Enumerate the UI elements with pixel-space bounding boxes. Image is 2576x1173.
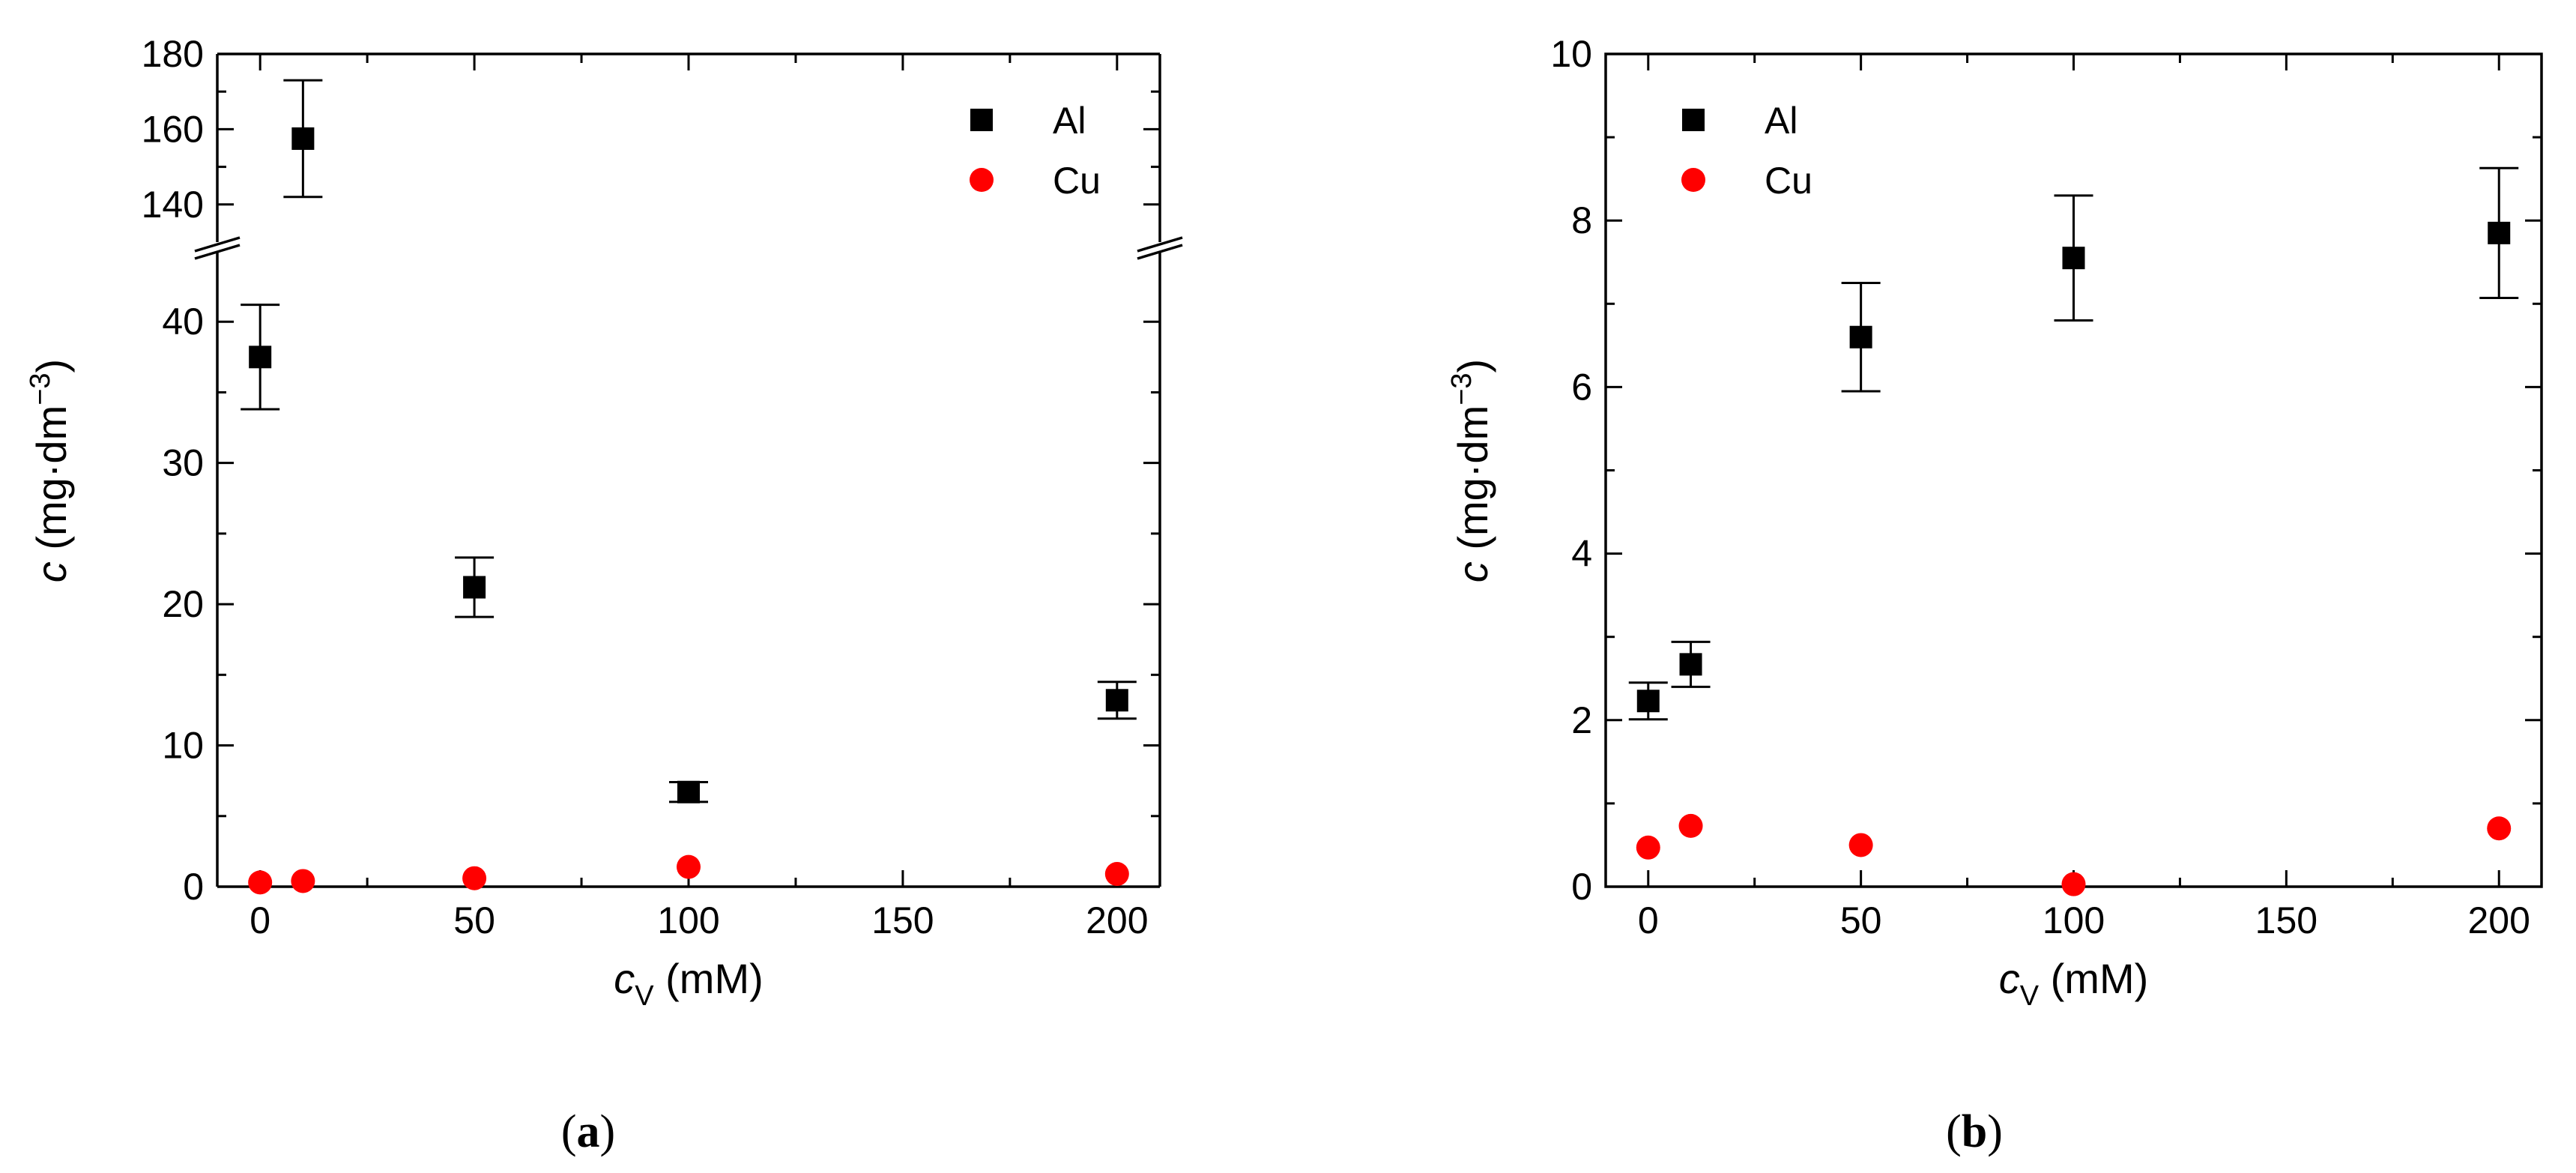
x-tick-label: 0	[1638, 899, 1659, 941]
y-tick-label: 180	[142, 33, 204, 75]
x-tick-label: 200	[2468, 899, 2530, 941]
legend-label-al: Al	[1053, 100, 1086, 142]
y-tick-label: 160	[142, 108, 204, 150]
y-tick-label: 10	[1550, 33, 1592, 75]
data-point-cu	[2061, 872, 2086, 896]
legend-label-al: Al	[1765, 100, 1798, 142]
data-point-al	[463, 576, 486, 599]
panel-label-close: )	[600, 1106, 616, 1157]
data-point-cu	[1678, 813, 1703, 838]
data-point-al	[1679, 653, 1702, 676]
x-axis-title-unit: (mM)	[2039, 955, 2148, 1002]
x-axis-title: cV (mM)	[1999, 955, 2149, 1012]
data-point-cu	[462, 866, 487, 890]
x-tick-label: 150	[2255, 899, 2318, 941]
data-point-al	[291, 127, 315, 150]
data-point-cu	[248, 870, 273, 895]
y-tick-label: 10	[162, 725, 204, 767]
x-axis-title-subscript: V	[2020, 980, 2040, 1012]
data-point-al	[1849, 325, 1872, 349]
panel-label-open: (	[561, 1106, 577, 1157]
y-tick-label: 140	[142, 184, 204, 226]
x-tick-label: 50	[1840, 899, 1882, 941]
data-point-al	[2062, 247, 2085, 270]
legend-label-cu: Cu	[1765, 160, 1812, 202]
data-point-cu	[1636, 835, 1660, 860]
legend-marker-al	[1682, 109, 1705, 131]
x-axis-title-symbol: c	[1999, 955, 2020, 1002]
y-tick-label: 6	[1571, 366, 1592, 408]
legend-label-cu: Cu	[1053, 160, 1101, 202]
y-axis-title: c (mg·dm−3)	[25, 359, 75, 582]
y-axis-title-unit-close: )	[1449, 359, 1496, 373]
data-point-al	[2488, 221, 2511, 244]
data-point-al	[1636, 690, 1660, 713]
series-al	[1628, 166, 2519, 721]
y-tick-label: 30	[162, 442, 204, 484]
plot-frame	[1604, 52, 2543, 888]
y-tick-label: 4	[1571, 533, 1592, 575]
data-point-cu	[1848, 833, 1873, 857]
legend: Al Cu	[1681, 100, 1812, 202]
y-tick-label: 40	[162, 301, 204, 343]
series-cu	[1636, 813, 2512, 896]
x-axis-title-subscript: V	[635, 980, 654, 1012]
x-tick-label: 50	[453, 899, 495, 941]
y-axis-title-symbol: c	[28, 561, 75, 582]
legend-marker-al	[970, 109, 993, 131]
y-axis-title-unit: (mg·dm	[28, 405, 75, 561]
x-tick-label: 150	[871, 899, 934, 941]
panel-label-letter: b	[1962, 1106, 1987, 1157]
y-tick-label: 0	[1571, 866, 1592, 908]
axis-break-mark-right	[1137, 244, 1183, 260]
panel-label-close: )	[1987, 1106, 2003, 1157]
panel-label-open: (	[1946, 1106, 1962, 1157]
panel-label: (a)	[561, 1106, 615, 1157]
y-tick-label: 2	[1571, 699, 1592, 741]
x-axis-title: cV (mM)	[614, 955, 764, 1012]
data-point-al	[249, 346, 272, 369]
legend: Al Cu	[970, 100, 1101, 202]
y-axis-title-superscript: −3	[1446, 373, 1478, 405]
data-point-cu	[291, 869, 315, 893]
panel-label: (b)	[1946, 1106, 2003, 1157]
y-axis-title-symbol: c	[1449, 561, 1496, 582]
series-cu	[248, 854, 1129, 895]
y-tick-label: 20	[162, 583, 204, 625]
data-point-cu	[1104, 862, 1129, 887]
axis-break-mark-right	[1137, 236, 1183, 253]
data-point-cu	[2487, 816, 2512, 841]
legend-marker-cu	[1681, 168, 1705, 192]
y-axis-title: c (mg·dm−3)	[1446, 359, 1496, 582]
x-tick-label: 200	[1086, 899, 1148, 941]
legend-marker-cu	[970, 168, 994, 192]
data-point-al	[677, 780, 700, 803]
x-axis-title-unit: (mM)	[654, 955, 764, 1002]
y-axis-title-unit-close: )	[28, 359, 75, 373]
y-tick-label: 8	[1571, 199, 1592, 241]
y-axis-title-unit: (mg·dm	[1449, 405, 1496, 561]
data-point-cu	[677, 854, 701, 879]
y-tick-label: 0	[183, 866, 204, 908]
x-tick-label: 100	[657, 899, 719, 941]
series-al	[241, 79, 1137, 803]
data-point-al	[1105, 689, 1128, 712]
panel-label-letter: a	[577, 1106, 600, 1157]
x-tick-label: 100	[2043, 899, 2105, 941]
y-axis-title-superscript: −3	[25, 373, 56, 405]
axis-break-mark-left	[194, 244, 241, 260]
axis-break-mark-left	[194, 236, 241, 253]
x-tick-label: 0	[250, 899, 270, 941]
x-axis-title-symbol: c	[614, 955, 635, 1002]
